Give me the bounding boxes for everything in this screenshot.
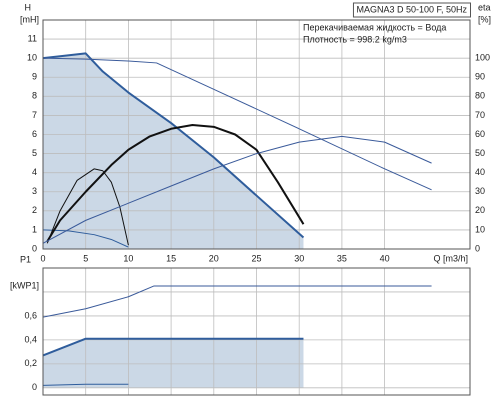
y2-tick-label: 90 — [475, 72, 485, 82]
curve — [46, 168, 129, 246]
x-tick-label: 40 — [380, 253, 390, 263]
y-tick-label: 6 — [32, 129, 37, 139]
x-tick-label: 25 — [251, 253, 261, 263]
area — [43, 53, 304, 250]
y-tick-label: 0,4 — [24, 334, 37, 344]
plot-border — [42, 267, 471, 396]
y-tick-label: 10 — [27, 53, 37, 63]
annotation: Перекачиваемая жидкость = Вода — [303, 22, 446, 32]
y-tick-label: 11 — [28, 33, 37, 43]
annotation-box-text: MAGNA3 D 50-100 F, 50Hz — [356, 4, 467, 14]
x-tick-label: 30 — [294, 253, 304, 263]
y2-tick-label: 40 — [475, 167, 485, 177]
y-tick-label: 0,2 — [24, 358, 37, 368]
x-tick-label: 5 — [83, 253, 88, 263]
curve — [42, 52, 305, 239]
x-tick-label: 20 — [209, 253, 219, 263]
y-axis-unit: [mH] — [20, 14, 39, 24]
y-axis-unit: [kWP1] — [10, 280, 39, 290]
y2-tick-label: 30 — [475, 186, 485, 196]
x-tick-label: 15 — [166, 253, 176, 263]
y-tick-label: 4 — [32, 167, 37, 177]
y2-tick-label: 60 — [475, 129, 485, 139]
plot-border — [42, 19, 471, 250]
y2-tick-label: 70 — [475, 110, 485, 120]
y-tick-label: 3 — [32, 186, 37, 196]
y-tick-label: 5 — [32, 148, 37, 158]
y-tick-label: 1 — [32, 224, 37, 234]
y2-tick-label: 50 — [475, 148, 485, 158]
x-tick-label: 10 — [123, 253, 133, 263]
y2-tick-label: 100 — [475, 53, 490, 63]
y-tick-label: 9 — [32, 72, 37, 82]
y2-tick-label: 0 — [475, 243, 480, 253]
annotation: Плотность = 998.2 kg/m3 — [303, 34, 407, 44]
y-tick-label: 0 — [32, 382, 37, 392]
plot — [42, 19, 471, 250]
curve — [42, 383, 129, 386]
y-axis-title: H — [25, 2, 32, 12]
curve — [42, 337, 304, 357]
y-tick-label: 2 — [32, 205, 37, 215]
y2-tick-label: 20 — [475, 205, 485, 215]
y2-axis-title: eta — [478, 2, 491, 12]
curve — [42, 229, 129, 248]
x-axis-title: Q [m3/h] — [433, 253, 468, 263]
y-tick-label: 7 — [32, 110, 37, 120]
y-axis-title: P1 — [20, 254, 31, 264]
x-tick-label: 0 — [40, 253, 45, 263]
curve — [42, 285, 432, 318]
y2-tick-label: 80 — [475, 91, 485, 101]
curve — [42, 135, 432, 244]
y-tick-label: 0 — [32, 243, 37, 253]
curve — [42, 57, 432, 191]
y2-axis-unit: [%] — [478, 14, 491, 24]
area — [43, 338, 304, 388]
y-tick-label: 8 — [32, 91, 37, 101]
annotation-box — [352, 2, 471, 18]
curve — [46, 123, 305, 242]
y-tick-label: 0,6 — [24, 310, 37, 320]
y2-tick-label: 10 — [475, 224, 485, 234]
x-tick-label: 35 — [337, 253, 347, 263]
plot — [42, 267, 471, 396]
